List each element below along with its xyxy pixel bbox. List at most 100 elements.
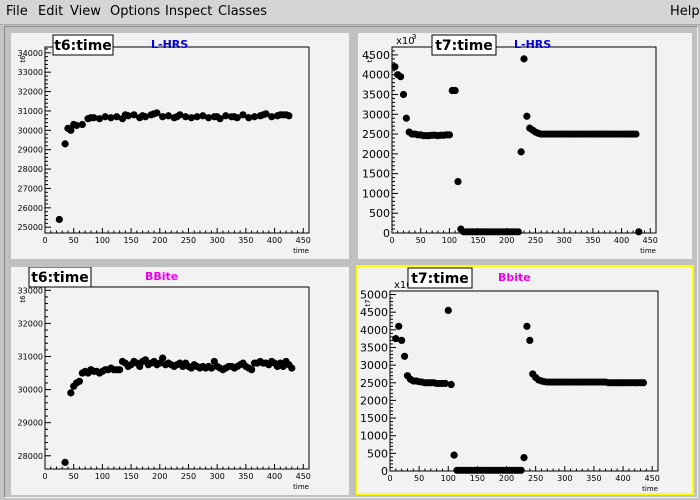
x-tick-label: 250 (528, 236, 543, 245)
x-tick-label: 150 (470, 474, 485, 483)
menu-classes[interactable]: Classes (218, 4, 267, 19)
y-tick-label: 3000 (362, 108, 390, 121)
data-point (61, 140, 69, 148)
data-point (230, 113, 238, 121)
pad-t7-lhrs[interactable]: 0 50 100 150 200 250 300 350 400 450 0 500 1000 1500 2… (358, 33, 692, 259)
x-axis-label: time (293, 483, 309, 491)
chart-subtitle: BBite (145, 270, 178, 283)
data-point (78, 120, 86, 129)
y-tick-label: 2000 (362, 148, 390, 161)
chart-subtitle: Bbite (498, 271, 531, 284)
menu-view[interactable]: View (70, 4, 101, 19)
x-tick-label: 450 (296, 236, 311, 245)
data-point (639, 379, 648, 387)
chart-t7-bbite: 0 50 100 150 200 250 300 350 400 4500500100015002… (360, 267, 660, 493)
data-point (248, 366, 256, 374)
data-point (116, 366, 124, 374)
y-axis-label: t6 (19, 295, 27, 303)
plot-frame (391, 46, 657, 234)
data-point (107, 114, 115, 122)
x-tick-label: 150 (123, 236, 138, 245)
data-point (213, 113, 221, 121)
data-point (395, 322, 403, 330)
y-tick-label: 32000 (18, 319, 43, 328)
y-tick-label: 33000 (18, 68, 43, 77)
menu-inspect[interactable]: Inspect (165, 4, 213, 19)
y-tick-label: 5000 (360, 289, 388, 302)
y-tick-label: 30000 (18, 386, 43, 395)
pad-t6-lhrs[interactable]: 0 50 100 150 200 250 300 350 400 450 25000 26000 270… (11, 33, 349, 259)
x-tick-label: 200 (152, 472, 167, 481)
y-multiplier-exponent: 3 (412, 33, 416, 41)
y-tick-label: 0 (381, 465, 388, 478)
data-point (259, 111, 267, 119)
x-tick-label: 100 (95, 472, 110, 481)
x-tick-label: 50 (69, 236, 79, 245)
data-point (635, 228, 643, 236)
y-tick-label: 4500 (362, 49, 390, 62)
data-point (199, 112, 207, 120)
data-point (526, 336, 534, 345)
root-canvas[interactable]: 0 50 100 150 200 250 300 350 400 450 25000 26000 270… (4, 26, 698, 498)
title-box (407, 267, 473, 289)
x-tick-label: 350 (238, 472, 253, 481)
y-tick-label: 25000 (18, 223, 43, 232)
data-point (445, 131, 453, 139)
title-box (431, 34, 497, 56)
y-multiplier-label: x10 (394, 280, 413, 291)
y-tick-label: 3500 (360, 341, 388, 354)
x-tick-label: 400 (267, 236, 282, 245)
title-box (28, 267, 92, 288)
menu-help[interactable]: Help (670, 4, 700, 19)
x-tick-label: 350 (586, 474, 601, 483)
x-tick-label: 200 (499, 236, 514, 245)
data-point (250, 113, 259, 121)
menu-edit[interactable]: Edit (38, 4, 64, 19)
y-multiplier-label: x10 (396, 36, 415, 47)
x-tick-label: 150 (470, 236, 485, 245)
y-tick-label: 4000 (360, 324, 388, 337)
y-tick-label: 3000 (360, 359, 388, 372)
x-tick-label: 50 (414, 474, 424, 483)
data-point (130, 111, 138, 119)
title-box (52, 34, 114, 56)
y-tick-label: 4500 (360, 306, 388, 319)
data-point (222, 112, 230, 120)
data-point (75, 377, 84, 385)
data-point (173, 113, 181, 121)
data-point (517, 466, 525, 474)
y-tick-label: 2000 (360, 394, 388, 407)
data-point (70, 120, 78, 129)
x-tick-label: 250 (528, 474, 543, 483)
y-tick-label: 31000 (18, 107, 43, 116)
data-point (87, 114, 95, 122)
data-point (276, 111, 284, 119)
data-point (55, 215, 63, 224)
menu-options[interactable]: Options (110, 4, 161, 19)
x-tick-label: 200 (499, 474, 514, 483)
x-tick-label: 50 (69, 472, 79, 481)
pad-t6-bbite[interactable]: 0 50 100 150 200 250 300 350 400 450 28000 29000 300… (11, 267, 349, 495)
data-point (514, 228, 522, 236)
pad-t7-bbite[interactable]: 0 50 100 150 200 250 300 350 400 450 0 500 1000 1500 2… (356, 265, 694, 495)
data-point (450, 451, 458, 459)
data-point (61, 458, 69, 466)
data-point (193, 113, 201, 121)
y-tick-label: 500 (367, 447, 388, 460)
menu-file[interactable]: File (6, 4, 28, 19)
x-tick-label: 250 (181, 236, 196, 245)
x-tick-label: 0 (42, 236, 47, 245)
data-point (282, 111, 290, 119)
chart-subtitle: L-HRS (151, 38, 188, 51)
x-tick-label: 200 (152, 236, 167, 245)
data-point (121, 111, 129, 119)
data-point (441, 379, 449, 388)
x-axis-label: time (642, 485, 658, 493)
data-point (207, 364, 216, 372)
chart-t6-bbite: 0 50 100 150 200 250 300 350 400 450 28000 29000 300… (18, 267, 311, 491)
data-point (288, 364, 296, 372)
x-tick-label: 450 (296, 472, 311, 481)
y-tick-label: 0 (383, 227, 390, 240)
y-tick-label: 500 (369, 207, 390, 220)
data-point (182, 113, 190, 121)
